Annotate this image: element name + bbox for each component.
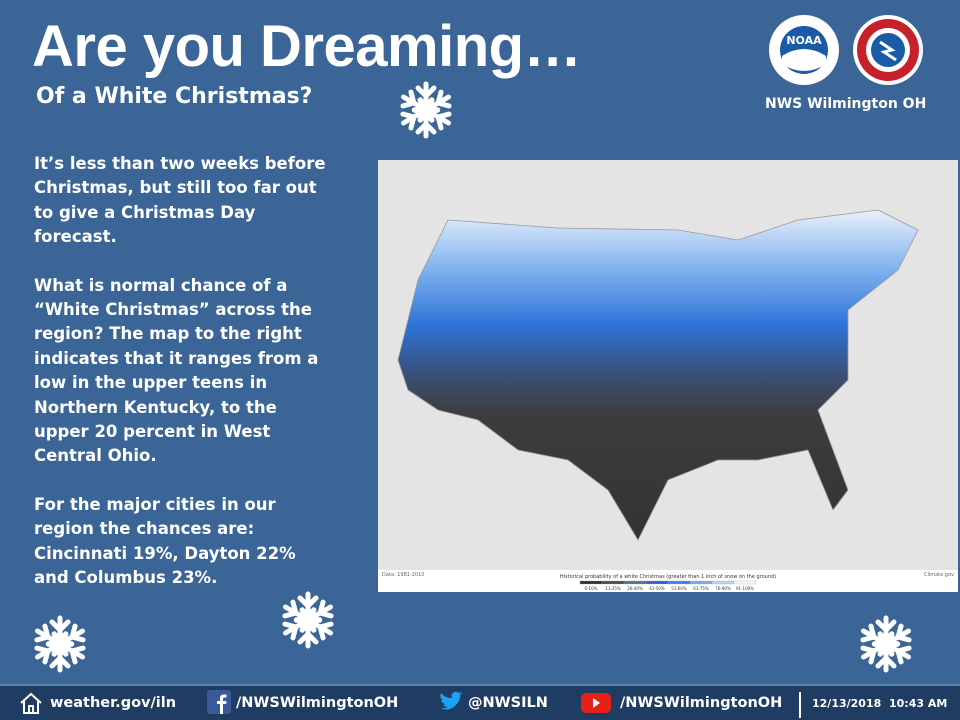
legend-swatch (623, 580, 647, 585)
snowflake (28, 612, 92, 676)
paragraph: What is normal chance of a “White Christ… (34, 275, 319, 466)
date: 12/13/2018 (812, 697, 882, 710)
legend-swatch (711, 580, 735, 585)
legend-swatch (733, 580, 757, 585)
legend: 0-10% 11-25% 26-40% 41-50% 51-60% 61-75% 76-90… (579, 580, 757, 591)
map-credit: Climate.gov (924, 572, 954, 578)
youtube-icon (581, 693, 611, 713)
paragraph: It’s less than two weeks before Christma… (34, 154, 326, 247)
legend-swatch (645, 580, 669, 585)
legend-label: 91-100% (736, 586, 754, 591)
divider (799, 692, 801, 718)
twitter: @NWSILN (468, 695, 548, 711)
legend-label: 61-75% (693, 586, 709, 591)
snowflake (854, 612, 918, 676)
title: Are you Dreaming… (32, 14, 582, 79)
legend-label: 41-50% (649, 586, 665, 591)
home-icon (20, 692, 42, 714)
legend-label: 11-25% (605, 586, 621, 591)
paragraph: For the major cities in our region the c… (34, 494, 296, 588)
twitter-icon (440, 691, 463, 710)
legend-label: 26-40% (627, 586, 643, 591)
facebook-icon (207, 690, 231, 714)
legend-swatch (667, 580, 691, 585)
legend-title: Historical probability of a white Christ… (560, 574, 776, 580)
map-source: Data: 1981-2010 (382, 572, 424, 578)
subtitle: Of a White Christmas? (36, 84, 313, 109)
footer: weather.gov/iln /NWSWilmingtonOH @NWSILN… (0, 684, 960, 720)
snowflake (396, 80, 456, 140)
legend-swatch (601, 580, 625, 585)
legend-label: 76-90% (715, 586, 731, 591)
legend-label: 51-60% (671, 586, 687, 591)
facebook: /NWSWilmingtonOH (236, 695, 399, 711)
noaa-label: NOAA (786, 34, 822, 47)
website: weather.gov/iln (50, 695, 177, 711)
logos: NOAA (769, 15, 923, 85)
legend-swatch (579, 580, 603, 585)
office-name: NWS Wilmington OH (765, 96, 927, 112)
us-map (397, 209, 919, 541)
time: 10:43 AM (889, 697, 948, 710)
body-text: It’s less than two weeks before Christma… (34, 152, 329, 615)
youtube: /NWSWilmingtonOH (620, 695, 783, 711)
map: Data: 1981-2010 Climate.gov Historical p… (378, 160, 958, 592)
legend-swatch (689, 580, 713, 585)
legend-label: 0-10% (585, 586, 598, 591)
